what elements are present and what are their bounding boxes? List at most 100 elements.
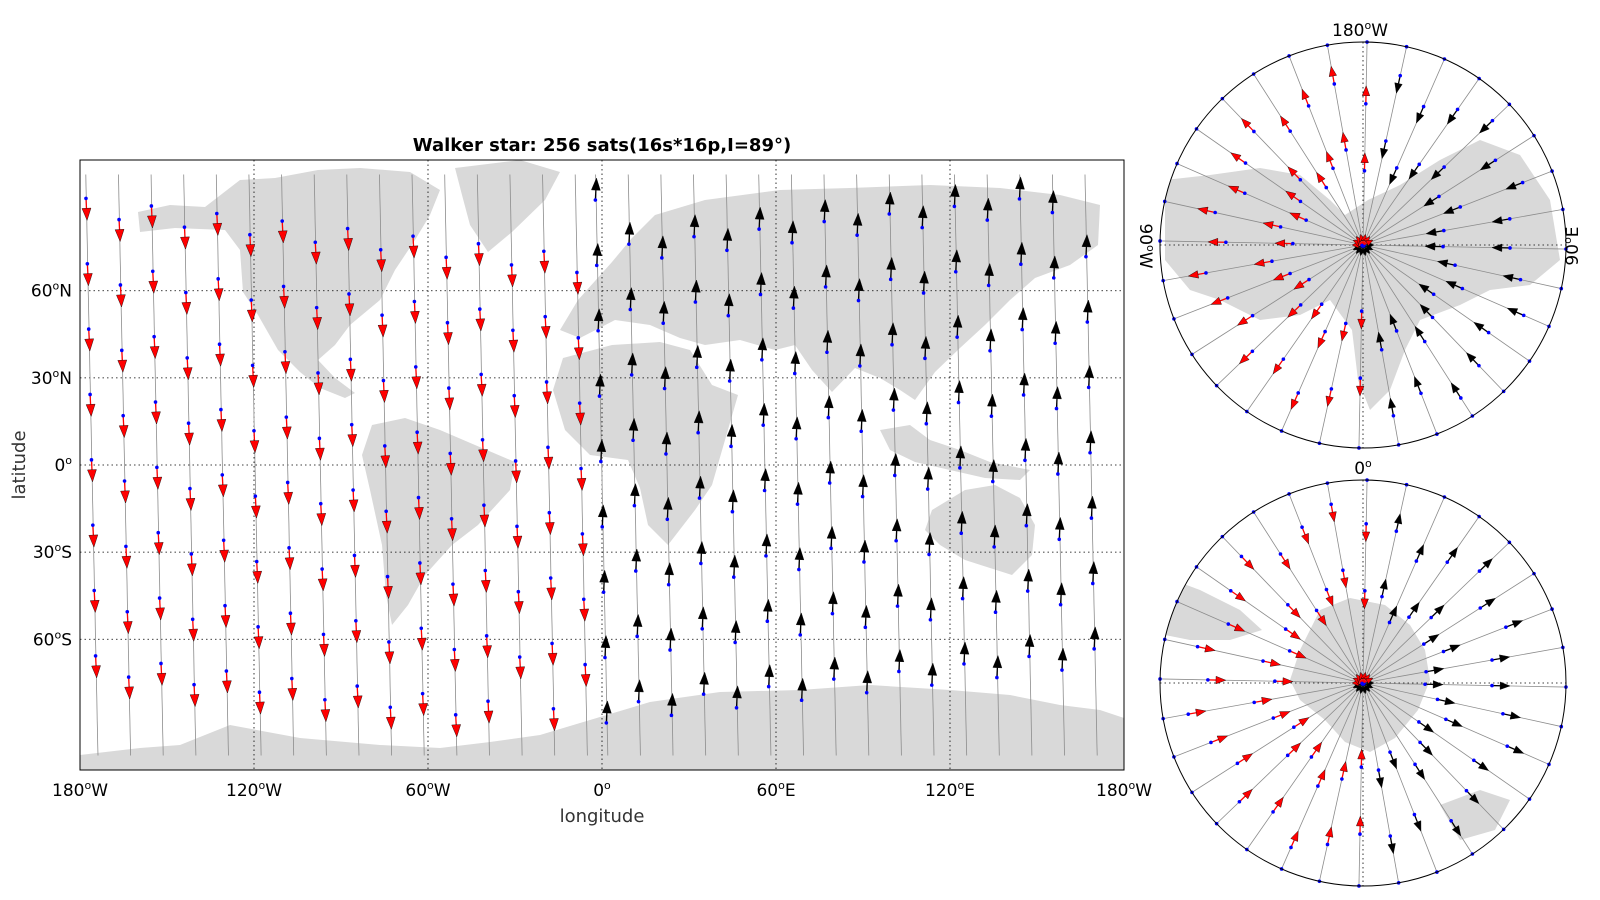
polar-track [1362, 682, 1566, 688]
satellite-southward [511, 459, 521, 484]
satellite-northward [926, 597, 936, 622]
polar-satellite-arrow [1271, 796, 1284, 814]
polar-satellite-arrow [1479, 158, 1498, 171]
polar-satellite-arrow [1278, 552, 1291, 570]
satellite-northward [1016, 241, 1027, 267]
polar-track [1362, 135, 1535, 246]
satellite-northward [600, 634, 611, 660]
polar-satellite-arrow [1388, 750, 1397, 770]
polar-north-left-label: 90oW [1135, 223, 1157, 268]
polar-satellite-arrow [1418, 283, 1436, 297]
satellite-southward [286, 611, 296, 636]
y-tick-label: 0o [54, 454, 72, 476]
polar-satellite-arrow [1413, 762, 1426, 780]
polar-track [1196, 128, 1364, 246]
satellite-northward [856, 408, 867, 434]
satellite-northward [790, 350, 801, 376]
satellite-southward [315, 436, 325, 461]
satellite-southward [152, 465, 163, 490]
polar-satellite-arrow [1272, 357, 1286, 375]
polar-satellite-arrow [1228, 588, 1246, 602]
satellite-northward [992, 655, 1003, 680]
polar-satellite-arrow [1325, 387, 1334, 408]
polar-satellite-arrow [1361, 85, 1371, 106]
polar-satellite-arrow [1444, 717, 1463, 727]
polar-satellite-arrow [1407, 601, 1420, 619]
polar-satellite-arrow [1285, 742, 1302, 758]
satellite-southward [283, 480, 293, 506]
satellite-northward [634, 679, 644, 704]
polar-satellite-arrow [1286, 602, 1301, 619]
land-australia [925, 485, 1035, 575]
satellite-northward [602, 700, 612, 725]
satellite-northward [726, 423, 737, 449]
satellite-northward [627, 352, 637, 377]
polar-track [1362, 78, 1480, 246]
satellite-southward [572, 270, 583, 296]
satellite-northward [889, 387, 899, 412]
satellite-southward [118, 413, 129, 439]
polar-satellite-arrow [1506, 307, 1526, 318]
satellite-northward [984, 262, 994, 288]
satellite-southward [212, 211, 223, 237]
satellite-northward [989, 524, 1000, 549]
y-tick-label: 60oS [33, 628, 72, 650]
satellite-northward [597, 504, 608, 529]
polar-satellite-arrow [1207, 238, 1228, 247]
ground-track [627, 174, 641, 756]
ground-track [248, 174, 262, 756]
satellite-southward [253, 625, 264, 650]
satellite-northward [890, 452, 901, 478]
x-tick-label: 120oW [226, 779, 282, 801]
satellite-northward [761, 533, 772, 558]
satellite-northward [695, 475, 705, 500]
ground-track [725, 174, 739, 756]
satellite-northward [1083, 299, 1093, 324]
polar-track [1362, 208, 1563, 246]
satellite-southward [474, 241, 484, 267]
satellite-northward [661, 431, 672, 456]
polar-satellite-arrow [1326, 151, 1335, 171]
satellite-northward [950, 183, 960, 209]
polar-satellite-arrow [1388, 397, 1397, 418]
polar-satellite-arrow [1419, 303, 1435, 320]
satellite-southward [509, 393, 520, 419]
satellite-northward [628, 417, 639, 443]
polar-satellite-arrow [1314, 608, 1327, 627]
polar-satellite-arrow [1227, 185, 1247, 196]
satellite-northward [861, 604, 871, 630]
satellite-northward [665, 627, 676, 652]
satellite-northward [854, 277, 864, 303]
satellite-northward [1019, 372, 1029, 397]
satellite-southward [248, 363, 258, 388]
satellite-southward [478, 437, 488, 463]
satellite-southward [515, 655, 525, 680]
satellite-southward [348, 488, 359, 513]
polar-satellite-arrow [1271, 711, 1291, 720]
satellite-northward [697, 606, 708, 631]
polar-satellite-arrow [1446, 107, 1460, 125]
satellite-northward [599, 569, 609, 594]
polar-satellite-arrow [1394, 73, 1403, 94]
satellite-southward [381, 509, 392, 534]
polar-satellite-arrow [1501, 711, 1522, 720]
satellite-southward [408, 234, 419, 259]
polar-satellite-arrow [1477, 558, 1493, 573]
satellite-northward [789, 285, 799, 310]
satellite-markers-edge [385, 176, 1058, 738]
satellite-southward [310, 240, 321, 265]
x-tick-labels: 180oW 120oW 60oW 0o 60oE 120oE 180oW [52, 779, 1152, 801]
satellite-southward [219, 538, 229, 563]
satellite-southward [412, 430, 423, 455]
satellite-southward [507, 263, 517, 288]
satellite-northward [699, 671, 709, 696]
polar-satellite-arrow [1311, 302, 1324, 320]
satellite-southward [480, 568, 491, 594]
y-tick-label: 60oN [31, 280, 72, 302]
satellite-southward [185, 486, 196, 512]
satellite-northward [1023, 568, 1033, 593]
satellite-southward [246, 298, 257, 323]
polar-satellite-arrow [1408, 162, 1422, 180]
polar-north-boundary [1159, 41, 1567, 449]
polar-satellite-arrow [1272, 271, 1292, 281]
